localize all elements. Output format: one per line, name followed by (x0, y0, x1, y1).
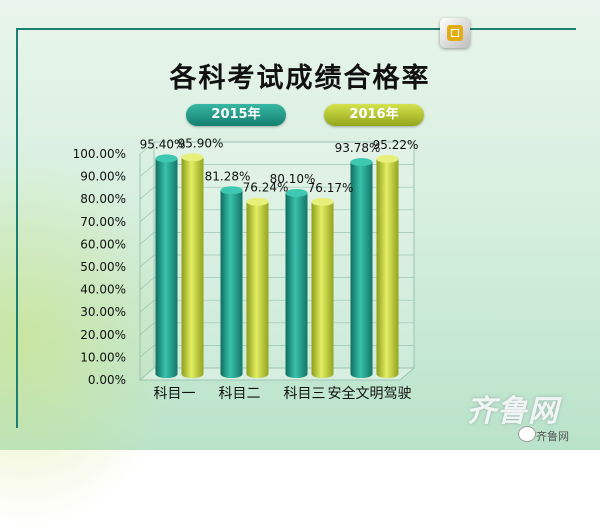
y-tick-label: 60.00% (80, 237, 126, 251)
y-tick-label: 100.00% (73, 147, 126, 161)
gridline (139, 186, 414, 200)
y-tick-label: 80.00% (80, 192, 126, 206)
bar-base (311, 370, 334, 378)
bar-base (376, 370, 399, 378)
wechat-icon (518, 426, 536, 442)
bar-top (246, 197, 269, 206)
bar-base (246, 370, 269, 378)
data-label: 76.17% (308, 181, 354, 195)
x-tick-label: 科目一 (154, 386, 196, 402)
bar-top (220, 186, 243, 195)
watermark-brand: 齐鲁网 (466, 394, 559, 429)
bar-chart: 0.00% 10.00% 20.00% 30.00% 40.00% 50.00% 60.00… (73, 136, 419, 402)
data-label: 95.90% (178, 136, 224, 150)
y-tick-label: 20.00% (80, 328, 126, 342)
legend-2015: 2015年 (186, 104, 286, 126)
x-tick-label: 安全文明驾驶 (328, 385, 412, 402)
bar (285, 192, 308, 374)
gridline (139, 141, 414, 155)
y-tick-label: 50.00% (80, 260, 126, 274)
bar (376, 158, 399, 374)
bar (155, 158, 178, 374)
bar-top (155, 154, 178, 163)
watermark-small-text: 齐鲁网 (536, 430, 569, 443)
y-tick-label: 10.00% (80, 350, 126, 364)
watermark: 齐鲁网 齐鲁网 (466, 386, 596, 446)
y-tick-label: 70.00% (80, 215, 126, 229)
chart-title: 各科考试成绩合格率 (169, 63, 431, 94)
bar-top (376, 154, 399, 163)
chart-bars (155, 153, 399, 378)
legend-2016: 2016年 (324, 104, 424, 126)
y-tick-label: 30.00% (80, 305, 126, 319)
bar (311, 201, 334, 374)
bar-base (155, 370, 178, 378)
bar (350, 162, 373, 374)
gridline (139, 164, 414, 177)
chart-grid (138, 141, 416, 381)
bar-top (181, 153, 204, 162)
frame-line-horizontal (16, 28, 576, 30)
data-label: 93.78% (335, 141, 381, 155)
bar-base (285, 370, 308, 378)
x-tick-label: 科目二 (219, 386, 261, 402)
square-badge-icon (440, 18, 470, 48)
y-tick-label: 0.00% (88, 373, 126, 387)
bar-top (311, 197, 334, 206)
x-tick-label: 科目三 (284, 386, 326, 402)
bar-base (181, 370, 204, 378)
bar (220, 190, 243, 374)
y-tick-label: 40.00% (80, 283, 126, 297)
bar-top (350, 158, 373, 167)
data-label: 95.40% (140, 137, 186, 151)
data-label: 76.24% (243, 181, 289, 195)
bar-base (220, 370, 243, 378)
data-label: 95.22% (373, 138, 419, 152)
chart-labels: 0.00% 10.00% 20.00% 30.00% 40.00% 50.00% 60.00… (73, 136, 419, 402)
bar (181, 157, 204, 374)
frame-line-vertical (16, 28, 18, 428)
chart-floor (138, 367, 416, 381)
y-tick-label: 90.00% (80, 170, 126, 184)
data-label: 80.10% (270, 172, 316, 186)
bar-top (285, 188, 308, 197)
bar-base (350, 370, 373, 378)
bar (246, 201, 269, 374)
data-label: 81.28% (205, 169, 251, 183)
